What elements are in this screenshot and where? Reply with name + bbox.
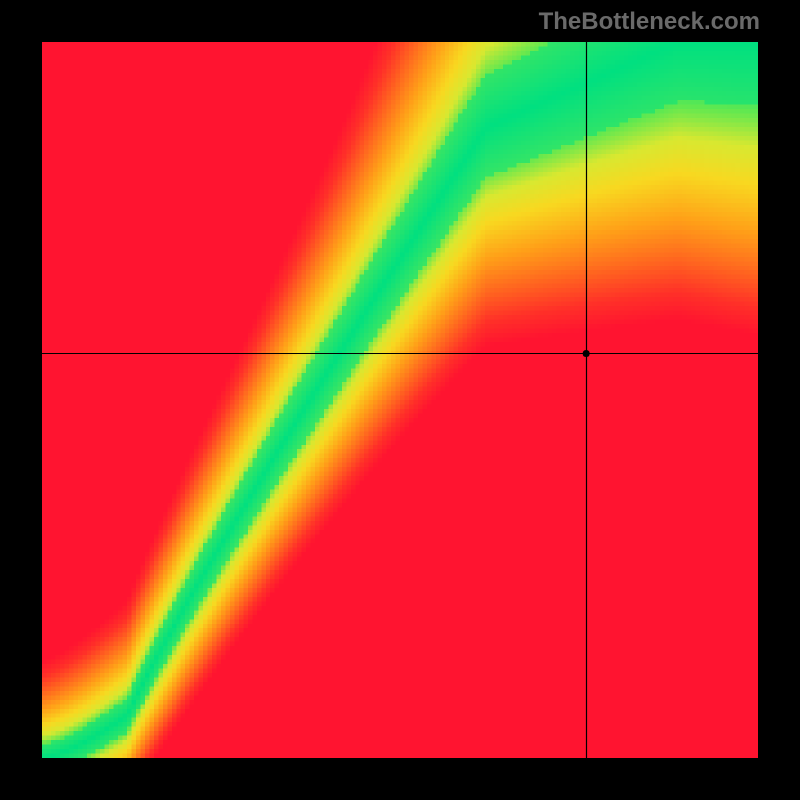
- watermark-text: TheBottleneck.com: [539, 8, 760, 36]
- crosshair-overlay: [42, 42, 758, 758]
